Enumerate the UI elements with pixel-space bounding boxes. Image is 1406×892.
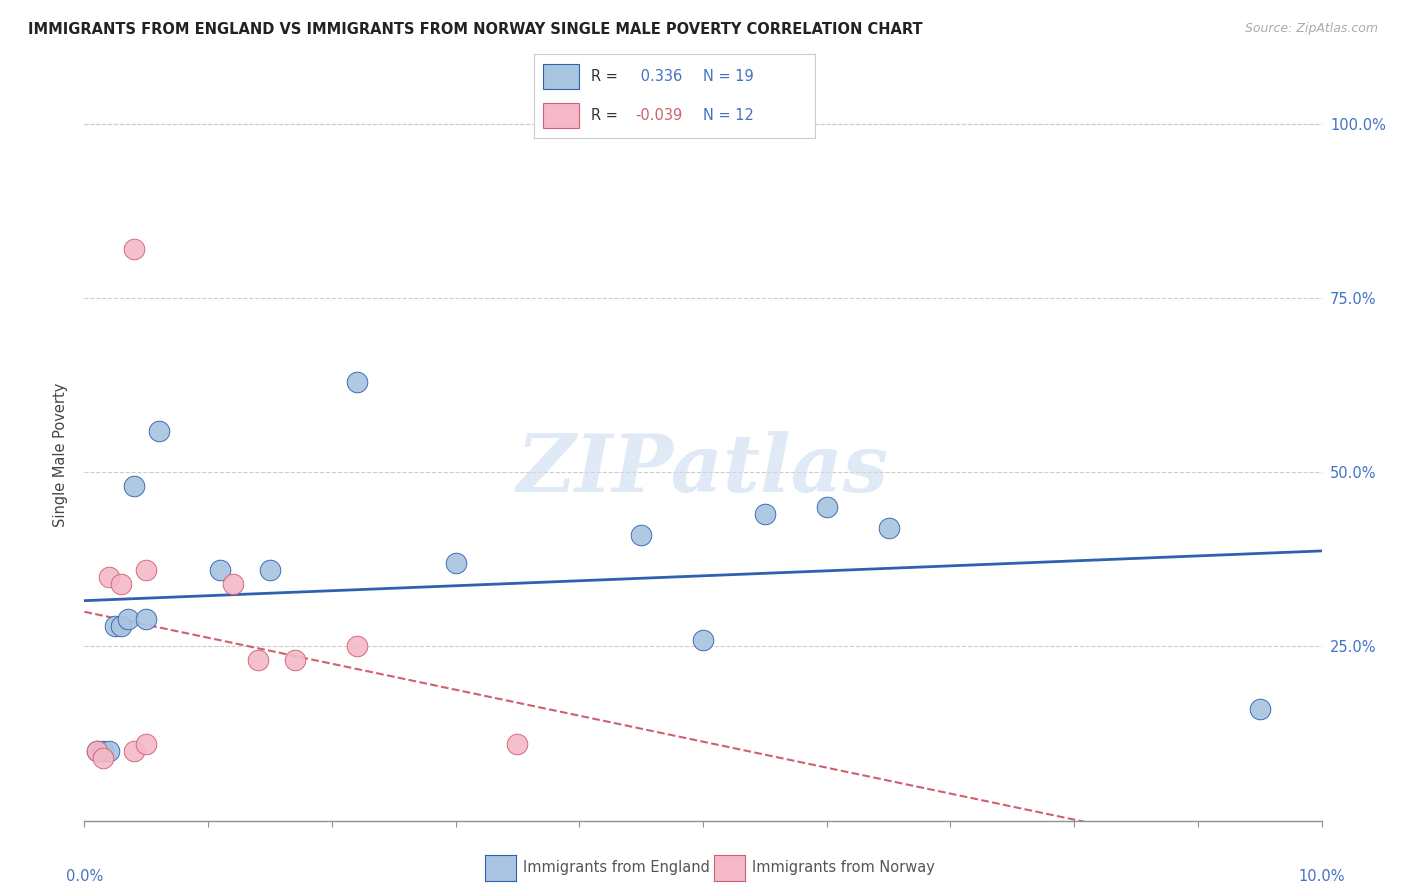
Point bbox=[346, 375, 368, 389]
Text: ZIPatlas: ZIPatlas bbox=[517, 431, 889, 508]
Point bbox=[110, 576, 132, 591]
Text: 0.336: 0.336 bbox=[636, 69, 682, 84]
Point bbox=[1249, 702, 1271, 716]
Point bbox=[877, 521, 900, 535]
Point bbox=[148, 424, 170, 438]
Point bbox=[98, 744, 121, 758]
Point bbox=[135, 612, 157, 626]
Text: -0.039: -0.039 bbox=[636, 108, 683, 123]
Point bbox=[98, 570, 121, 584]
Point bbox=[110, 618, 132, 632]
Point bbox=[117, 612, 139, 626]
Text: 10.0%: 10.0% bbox=[1298, 870, 1346, 884]
Y-axis label: Single Male Poverty: Single Male Poverty bbox=[53, 383, 69, 527]
Point bbox=[122, 744, 145, 758]
Text: N = 19: N = 19 bbox=[703, 69, 754, 84]
Text: R =: R = bbox=[591, 108, 621, 123]
Point bbox=[815, 500, 838, 515]
Point bbox=[630, 528, 652, 542]
Point bbox=[209, 563, 232, 577]
Point bbox=[444, 556, 467, 570]
Point bbox=[506, 737, 529, 751]
Point bbox=[135, 737, 157, 751]
Point bbox=[86, 744, 108, 758]
Point bbox=[346, 640, 368, 654]
Point bbox=[284, 653, 307, 667]
Text: Source: ZipAtlas.com: Source: ZipAtlas.com bbox=[1244, 22, 1378, 36]
Point bbox=[122, 479, 145, 493]
Point bbox=[246, 653, 269, 667]
Point bbox=[754, 507, 776, 521]
Point bbox=[104, 618, 127, 632]
Point bbox=[135, 563, 157, 577]
Point bbox=[86, 744, 108, 758]
Text: 0.0%: 0.0% bbox=[66, 870, 103, 884]
Text: Immigrants from Norway: Immigrants from Norway bbox=[752, 861, 935, 875]
Point bbox=[91, 751, 114, 765]
Point bbox=[122, 243, 145, 257]
Point bbox=[259, 563, 281, 577]
FancyBboxPatch shape bbox=[543, 63, 579, 89]
Text: R =: R = bbox=[591, 69, 621, 84]
Point bbox=[222, 576, 245, 591]
Point bbox=[692, 632, 714, 647]
Text: N = 12: N = 12 bbox=[703, 108, 754, 123]
FancyBboxPatch shape bbox=[543, 103, 579, 128]
Text: Immigrants from England: Immigrants from England bbox=[523, 861, 710, 875]
Point bbox=[91, 744, 114, 758]
Text: IMMIGRANTS FROM ENGLAND VS IMMIGRANTS FROM NORWAY SINGLE MALE POVERTY CORRELATIO: IMMIGRANTS FROM ENGLAND VS IMMIGRANTS FR… bbox=[28, 22, 922, 37]
